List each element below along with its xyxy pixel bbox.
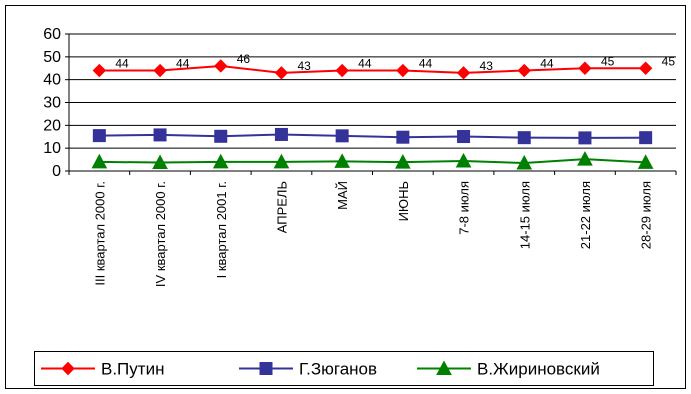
data-point: [396, 63, 410, 78]
data-point: [273, 153, 290, 169]
data-label: 44: [176, 57, 190, 71]
data-point: [274, 127, 288, 141]
data-label: 45: [662, 54, 676, 68]
y-tick-label: 20: [43, 117, 61, 134]
y-tick-label: 60: [43, 26, 61, 43]
data-point: [578, 61, 592, 75]
x-tick-label: 7-8 июля: [457, 181, 472, 235]
data-point: [638, 61, 653, 75]
legend-label: Г.Зюганов: [299, 360, 377, 379]
data-label: 45: [601, 54, 615, 68]
legend: В.Путин Г.Зюганов В.Жириновский: [34, 351, 654, 386]
series-group: 44 44 46 43 44 44 43 44 45 45: [91, 52, 676, 170]
x-tick-label: 21-22 июля: [578, 181, 593, 249]
data-point: [578, 131, 592, 145]
data-point: [334, 153, 350, 168]
x-tick-label: 28-29 июля: [639, 181, 654, 249]
data-label: 44: [540, 57, 554, 71]
legend-label: В.Путин: [101, 360, 164, 379]
line-chart: 0 10 20 30 40 50 60 III квартал 2000 г. IV квар…: [43, 26, 677, 287]
legend-marker: [61, 361, 75, 376]
data-point: [456, 66, 471, 80]
x-tick-label: ИЮНЬ: [396, 181, 411, 221]
data-point: [92, 129, 106, 143]
data-point: [152, 154, 168, 170]
data-label: 44: [419, 57, 433, 71]
y-tick-label: 10: [43, 140, 61, 157]
data-label: 44: [115, 57, 129, 71]
x-tick-label: МАЙ: [335, 181, 350, 210]
x-tick-label: III квартал 2000 г.: [92, 181, 107, 286]
data-point: [153, 128, 167, 142]
legend-items: В.Путин Г.Зюганов В.Жириновский: [41, 360, 600, 379]
data-point: [335, 129, 349, 143]
data-point: [517, 63, 531, 78]
data-point: [335, 63, 349, 78]
legend-label: В.Жириновский: [477, 360, 600, 379]
y-tick-label: 30: [43, 95, 61, 112]
x-tick-label: I квартал 2001 г.: [214, 181, 229, 278]
data-label: 44: [358, 57, 372, 71]
series-line: [99, 64, 646, 74]
series-line: [99, 133, 646, 139]
data-point: [212, 153, 229, 169]
data-label: 46: [237, 52, 251, 66]
y-axis-tick-labels: 0 10 20 30 40 50 60: [43, 26, 61, 180]
data-point: [516, 154, 533, 170]
data-point: [455, 152, 472, 168]
legend-marker: [436, 360, 452, 375]
data-point: [395, 154, 411, 169]
data-point: [153, 63, 167, 78]
axes: [65, 33, 677, 175]
legend-marker: [259, 362, 273, 375]
series-line: [99, 158, 646, 165]
y-tick-label: 0: [52, 163, 61, 180]
chart-frame: 0 10 20 30 40 50 60 III квартал 2000 г. IV квар…: [5, 5, 686, 389]
x-tick-label: АПРЕЛЬ: [274, 181, 289, 233]
data-point: [214, 129, 228, 143]
data-point: [457, 130, 471, 144]
data-point: [91, 153, 108, 169]
data-point: [92, 63, 107, 78]
data-point: [274, 66, 289, 80]
x-axis-tick-labels: III квартал 2000 г. IV квартал 2000 г. I к…: [92, 181, 653, 287]
x-tick-label: 14-15 июля: [517, 181, 532, 249]
data-point: [639, 131, 653, 145]
data-point: [214, 59, 228, 73]
y-tick-label: 40: [43, 72, 61, 89]
data-point: [517, 131, 531, 145]
data-point: [577, 151, 593, 166]
data-label: 43: [297, 59, 311, 73]
gridlines: [69, 33, 676, 149]
data-point: [396, 130, 410, 144]
data-point: [637, 154, 654, 169]
x-tick-label: IV квартал 2000 г.: [153, 181, 168, 287]
data-label: 43: [480, 59, 494, 73]
y-tick-label: 50: [43, 49, 61, 66]
